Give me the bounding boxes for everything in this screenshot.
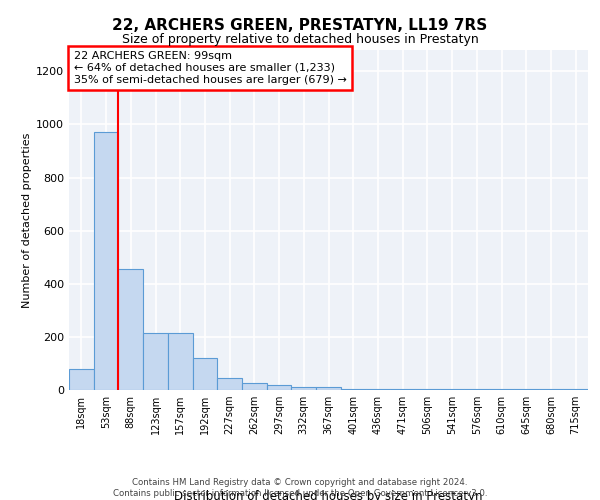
Bar: [365, 388, 390, 390]
Bar: [390, 388, 415, 390]
Text: 22, ARCHERS GREEN, PRESTATYN, LL19 7RS: 22, ARCHERS GREEN, PRESTATYN, LL19 7RS: [112, 18, 488, 32]
Bar: [489, 388, 514, 390]
Bar: [415, 388, 440, 390]
Y-axis label: Number of detached properties: Number of detached properties: [22, 132, 32, 308]
Text: Contains HM Land Registry data © Crown copyright and database right 2024.
Contai: Contains HM Land Registry data © Crown c…: [113, 478, 487, 498]
Text: Size of property relative to detached houses in Prestatyn: Size of property relative to detached ho…: [122, 32, 478, 46]
Bar: [316, 388, 341, 390]
Bar: [242, 384, 267, 390]
Bar: [217, 378, 242, 390]
Bar: [267, 384, 292, 390]
Bar: [118, 269, 143, 390]
Bar: [539, 388, 563, 390]
Bar: [168, 333, 193, 390]
Bar: [143, 333, 168, 390]
Bar: [292, 388, 316, 390]
Bar: [69, 369, 94, 390]
Text: 22 ARCHERS GREEN: 99sqm
← 64% of detached houses are smaller (1,233)
35% of semi: 22 ARCHERS GREEN: 99sqm ← 64% of detache…: [74, 52, 347, 84]
Bar: [193, 358, 217, 390]
Bar: [514, 388, 539, 390]
Bar: [464, 388, 489, 390]
X-axis label: Distribution of detached houses by size in Prestatyn: Distribution of detached houses by size …: [174, 490, 483, 500]
Bar: [341, 388, 365, 390]
Bar: [563, 388, 588, 390]
Bar: [440, 388, 464, 390]
Bar: [94, 132, 118, 390]
